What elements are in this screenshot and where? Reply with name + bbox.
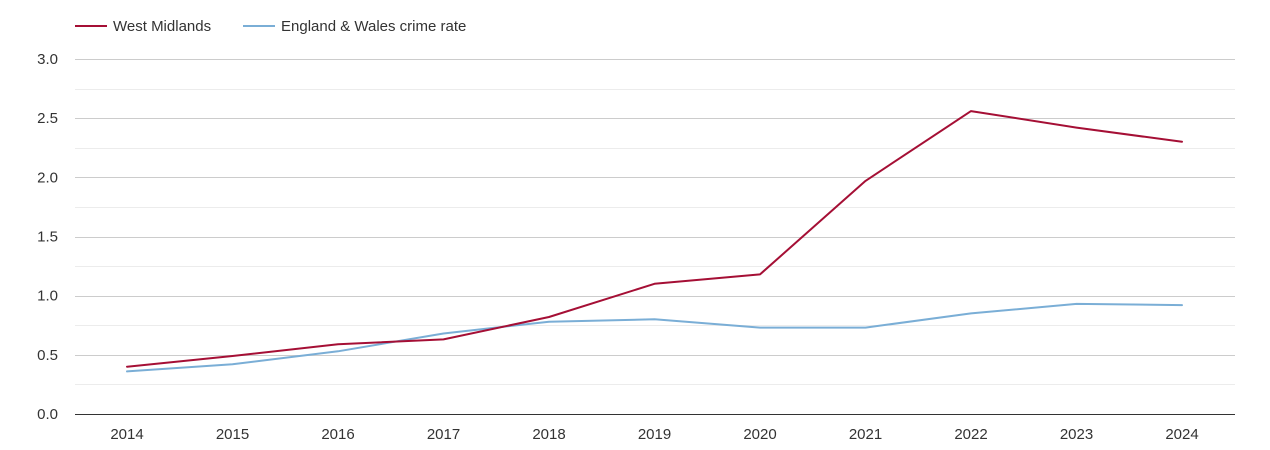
x-tick-label: 2019 [638, 426, 671, 443]
y-tick-label: 2.0 [37, 169, 58, 186]
y-axis: 0.0 0.5 1.0 1.5 2.0 2.5 3.0 [37, 51, 58, 423]
legend-item-england-wales[interactable]: England & Wales crime rate [243, 18, 466, 35]
grid [75, 59, 1235, 415]
x-tick-label: 2017 [427, 426, 460, 443]
y-tick-label: 0.5 [37, 347, 58, 364]
x-tick-label: 2021 [849, 426, 882, 443]
series-layer [126, 110, 1183, 373]
y-tick-label: 1.5 [37, 229, 58, 246]
legend-label-west-midlands: West Midlands [113, 18, 211, 35]
legend: West Midlands England & Wales crime rate [75, 18, 466, 35]
legend-item-west-midlands[interactable]: West Midlands [75, 18, 211, 35]
x-tick-label: 2023 [1060, 426, 1093, 443]
y-tick-label: 3.0 [37, 51, 58, 68]
x-tick-label: 2022 [954, 426, 987, 443]
x-tick-label: 2024 [1165, 426, 1198, 443]
x-axis: 2014 2015 2016 2017 2018 2019 2020 2021 2022 2023… [110, 426, 1198, 443]
x-tick-label: 2018 [532, 426, 565, 443]
x-tick-label: 2015 [216, 426, 249, 443]
y-tick-label: 0.0 [37, 406, 58, 423]
series-line-england-wales-crime-rate [126, 302, 1183, 373]
y-tick-label: 1.0 [37, 288, 58, 305]
x-tick-label: 2014 [110, 426, 143, 443]
x-tick-label: 2016 [321, 426, 354, 443]
x-tick-label: 2020 [743, 426, 776, 443]
series-line-west-midlands [126, 110, 1183, 368]
legend-label-england-wales: England & Wales crime rate [281, 18, 466, 35]
y-tick-label: 2.5 [37, 110, 58, 127]
